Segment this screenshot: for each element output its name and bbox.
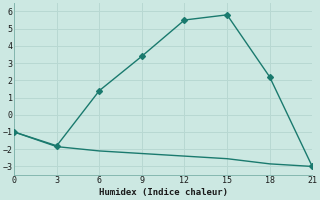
X-axis label: Humidex (Indice chaleur): Humidex (Indice chaleur) (99, 188, 228, 197)
